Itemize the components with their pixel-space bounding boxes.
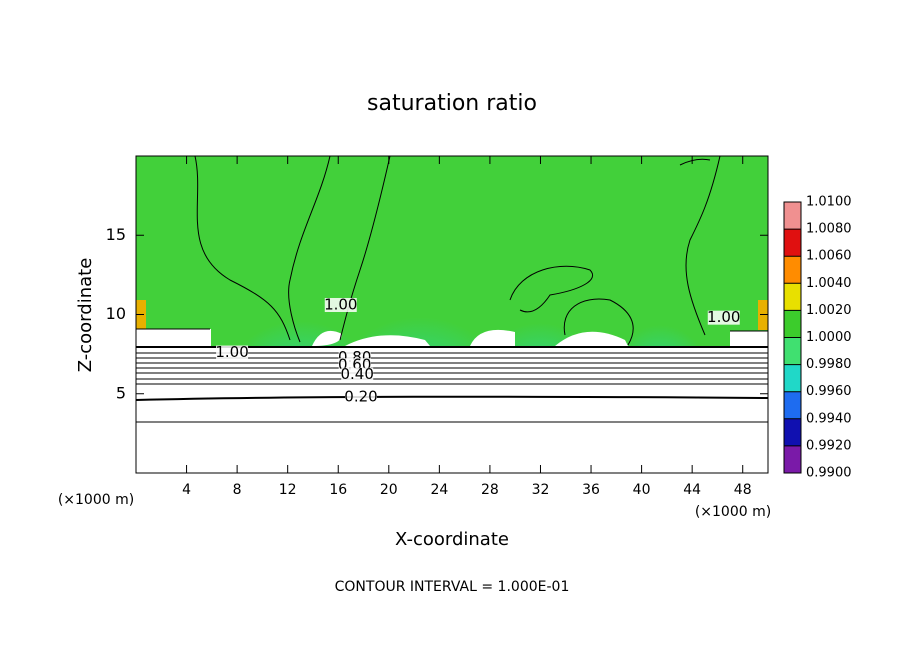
x-axis-label: X-coordinate [395, 529, 509, 550]
colorbar-band [784, 418, 801, 446]
colorbar-label: 0.9920 [806, 438, 852, 453]
x-tick-label: 20 [380, 482, 398, 498]
x-tick-label: 32 [532, 482, 550, 498]
annotation-bg [344, 389, 377, 404]
footnote: CONTOUR INTERVAL = 1.000E-01 [335, 579, 570, 595]
colorbar-label: 1.0020 [806, 303, 852, 318]
colorbar-label: 1.0040 [806, 276, 852, 291]
x-tick-label: 36 [582, 482, 600, 498]
x-tick-label: 8 [233, 482, 242, 498]
y-axis-label: Z-coordinate [75, 258, 96, 373]
colorbar-band [784, 256, 801, 284]
x-tick-label: 4 [182, 482, 191, 498]
annotation-bg [341, 367, 374, 382]
colorbar-band [784, 229, 801, 257]
colorbar-label: 1.0080 [806, 222, 852, 237]
colorbar-label: 0.9900 [806, 466, 852, 481]
colorbar-label: 1.0060 [806, 249, 852, 264]
field [136, 156, 768, 473]
colorbar-band [784, 283, 801, 311]
x-tick-label: 24 [430, 482, 448, 498]
colorbar-band [784, 202, 801, 230]
annotation-bg [216, 345, 249, 360]
x-tick-label: 48 [734, 482, 752, 498]
colorbar-band [784, 337, 801, 365]
colorbar-label: 1.0100 [806, 195, 852, 210]
x-tick-label: 44 [683, 482, 701, 498]
y-tick-label: 5 [116, 383, 126, 402]
x-tick-label: 16 [329, 482, 347, 498]
annotation-bg [324, 297, 357, 312]
x-tick-label: 12 [279, 482, 297, 498]
colorbar-label: 0.9980 [806, 357, 852, 372]
colorbar-band [784, 391, 801, 419]
contour-label: 1.00 [324, 295, 357, 313]
colorbar-label: 0.9960 [806, 384, 852, 399]
colorbar-label: 1.0000 [806, 330, 852, 345]
x-unit: (×1000 m) [695, 504, 771, 520]
colorbar-band [784, 310, 801, 338]
x-tick-label: 40 [633, 482, 651, 498]
y-tick-label: 10 [106, 304, 126, 323]
chart-title: saturation ratio [367, 91, 537, 116]
contour-label: 0.40 [340, 365, 373, 383]
y-tick-label: 15 [106, 225, 126, 244]
colorbar-label: 0.9940 [806, 411, 852, 426]
contour-label: 1.00 [215, 343, 248, 361]
y-unit: (×1000 m) [58, 492, 134, 508]
annotation-bg [707, 310, 740, 325]
x-tick-label: 28 [481, 482, 499, 498]
contour-label: 0.20 [344, 387, 377, 405]
contour-label: 1.00 [707, 308, 740, 326]
colorbar-band [784, 445, 801, 473]
colorbar-band [784, 364, 801, 392]
